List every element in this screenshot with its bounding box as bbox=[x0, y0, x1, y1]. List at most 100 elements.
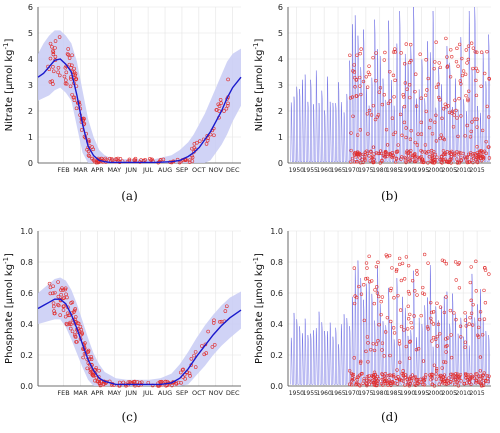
observation-point bbox=[487, 272, 491, 276]
observation-point bbox=[454, 372, 458, 376]
observation-point bbox=[389, 286, 393, 291]
observation-point bbox=[428, 125, 432, 130]
observation-point bbox=[459, 155, 463, 160]
observation-point bbox=[369, 113, 374, 117]
observation-point bbox=[485, 49, 489, 54]
observation-point bbox=[372, 375, 376, 380]
observation-point bbox=[480, 128, 485, 133]
observation-point bbox=[399, 278, 404, 283]
observation-point bbox=[421, 159, 425, 164]
observation-point bbox=[477, 374, 481, 378]
uncertainty-band bbox=[38, 277, 241, 386]
observation-point bbox=[371, 103, 376, 108]
observation-point bbox=[127, 157, 132, 162]
observation-point bbox=[367, 64, 371, 68]
observation-point bbox=[386, 383, 390, 387]
x-tick-label-year: 1980 bbox=[372, 390, 387, 397]
y-tick-label: 0.2 bbox=[270, 351, 283, 360]
observation-point bbox=[359, 359, 363, 364]
observation-point bbox=[53, 54, 58, 59]
observation-point bbox=[474, 78, 478, 83]
observation-point bbox=[464, 93, 468, 98]
observation-point bbox=[371, 373, 376, 377]
y-tick-label: 0.8 bbox=[270, 258, 283, 267]
observation-point bbox=[467, 89, 471, 93]
observation-point bbox=[456, 64, 460, 68]
observation-point bbox=[48, 291, 53, 296]
observation-point bbox=[483, 301, 488, 305]
observation-point bbox=[358, 51, 362, 56]
observation-point bbox=[361, 79, 366, 84]
observation-point bbox=[404, 255, 409, 259]
observation-point bbox=[406, 263, 411, 268]
observation-point bbox=[210, 345, 215, 349]
x-tick-label-month: OCT bbox=[192, 389, 206, 397]
observation-point bbox=[454, 317, 458, 322]
observation-point bbox=[438, 157, 442, 162]
observation-point bbox=[456, 384, 461, 388]
observation-point bbox=[358, 361, 363, 365]
observation-point bbox=[448, 75, 453, 79]
observation-point bbox=[432, 363, 436, 367]
observation-point bbox=[410, 278, 415, 283]
observation-point bbox=[78, 324, 83, 329]
observation-point bbox=[444, 262, 449, 266]
observation-point bbox=[73, 334, 77, 339]
observation-point bbox=[470, 375, 474, 380]
observation-point bbox=[463, 72, 468, 76]
observation-point bbox=[406, 381, 411, 385]
observation-point bbox=[367, 72, 372, 77]
observation-point bbox=[348, 382, 352, 386]
y-tick-label: 5 bbox=[28, 29, 33, 38]
observation-point bbox=[475, 117, 479, 121]
observation-point bbox=[457, 376, 461, 381]
observation-point bbox=[441, 381, 445, 385]
observation-point bbox=[379, 312, 383, 317]
observation-point bbox=[443, 102, 447, 106]
observation-point bbox=[471, 66, 475, 71]
observation-point bbox=[463, 155, 467, 159]
x-tick-label-month: APR bbox=[91, 166, 104, 174]
observation-point bbox=[429, 316, 433, 321]
observation-point bbox=[443, 381, 447, 386]
chart-d-svg: 0.00.20.40.60.81.01950195519601965197019… bbox=[252, 227, 491, 424]
x-tick-label-month: SEP bbox=[176, 389, 188, 397]
observation-point bbox=[435, 334, 439, 339]
observation-point bbox=[425, 325, 430, 329]
observation-point bbox=[466, 97, 470, 101]
observation-point bbox=[421, 359, 426, 363]
observation-point bbox=[223, 309, 228, 313]
observation-point bbox=[456, 262, 460, 267]
y-tick-label: 6 bbox=[28, 3, 33, 12]
observation-point bbox=[193, 365, 198, 369]
observation-point bbox=[367, 280, 372, 284]
observation-point bbox=[56, 302, 60, 307]
observation-point bbox=[409, 58, 413, 63]
observation-point bbox=[385, 254, 389, 259]
observation-point bbox=[403, 62, 407, 66]
observation-point bbox=[212, 133, 216, 138]
observation-point bbox=[437, 61, 441, 65]
observation-point bbox=[404, 344, 408, 349]
observation-point bbox=[474, 93, 479, 98]
observation-point bbox=[161, 157, 166, 162]
observation-point bbox=[150, 157, 154, 162]
observation-point bbox=[435, 344, 440, 348]
observation-point bbox=[355, 375, 360, 379]
observation-point bbox=[485, 374, 489, 378]
observation-point bbox=[355, 380, 359, 385]
observation-point bbox=[219, 319, 224, 324]
observation-point bbox=[438, 305, 443, 309]
observation-point bbox=[462, 381, 467, 386]
observation-point bbox=[359, 372, 364, 376]
observation-point bbox=[350, 156, 355, 161]
observation-point bbox=[463, 311, 467, 315]
observation-point bbox=[379, 151, 384, 156]
y-tick-label: 0 bbox=[278, 159, 283, 168]
observation-point bbox=[410, 373, 415, 377]
observation-point bbox=[88, 370, 93, 375]
observation-point bbox=[67, 322, 72, 326]
chart-a-svg: 0 1 2 3 4 5 6 FEB MAR APR MAY JUN JUL AUG SEP OCT NOV DEC… bbox=[2, 3, 242, 203]
observation-point bbox=[376, 294, 381, 299]
observation-point bbox=[412, 314, 416, 318]
